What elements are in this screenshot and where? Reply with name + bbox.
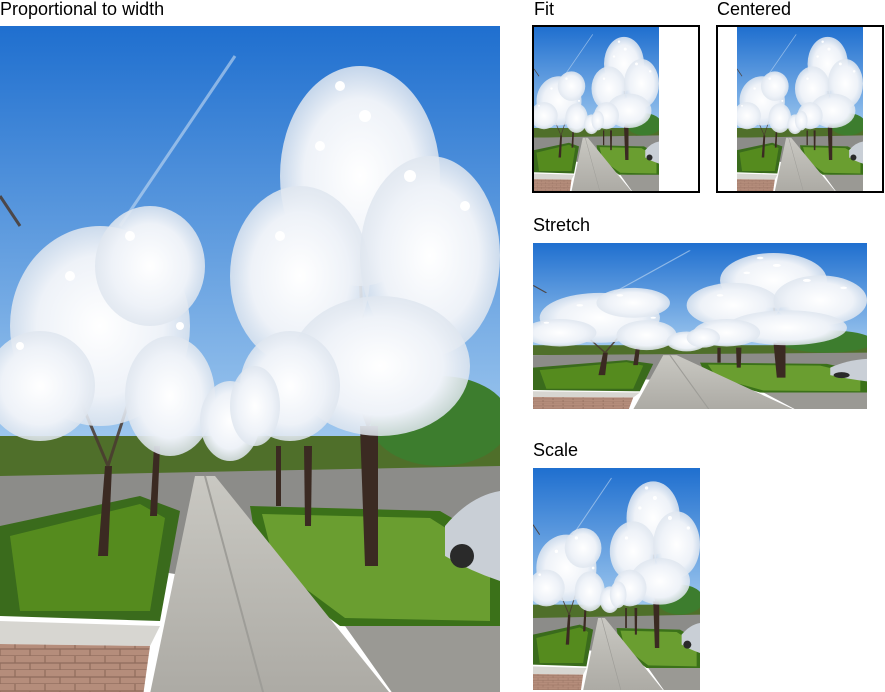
photo-fit-image	[534, 27, 659, 191]
label-proportional: Proportional to width	[0, 0, 165, 19]
photo-scale-image	[533, 468, 700, 690]
photo-stretch	[533, 243, 867, 409]
label-centered: Centered	[717, 0, 792, 19]
photo-scale	[533, 468, 700, 690]
photo-centered-image	[737, 27, 863, 191]
photo-stretch-image	[533, 243, 867, 409]
photo-centered	[737, 27, 863, 191]
photo-fit	[534, 27, 659, 191]
label-fit: Fit	[534, 0, 554, 19]
centered-frame	[716, 25, 884, 193]
photo-proportional-image	[0, 26, 500, 692]
label-scale: Scale	[533, 440, 579, 460]
fit-frame	[532, 25, 700, 193]
photo-proportional	[0, 26, 500, 692]
label-stretch: Stretch	[533, 215, 591, 235]
